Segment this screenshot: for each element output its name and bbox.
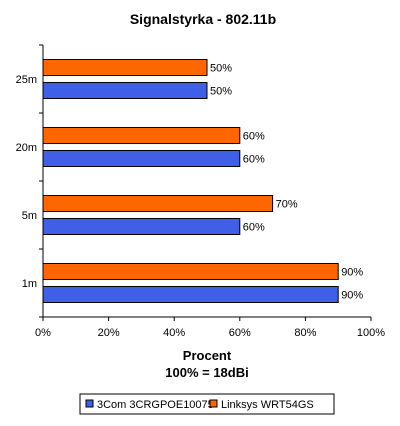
data-label-3com-1m: 90% xyxy=(341,290,363,302)
bar-3com-1m xyxy=(42,286,339,303)
y-tick-label-5m: 5m xyxy=(22,210,37,222)
bar-3com-5m xyxy=(42,218,241,235)
x-tick-label-80: 80% xyxy=(294,327,316,339)
x-axis-sublabel: 100% = 18dBi xyxy=(165,365,248,380)
bar-3com-25m xyxy=(42,82,208,99)
legend: 3Com 3CRGPOE10075 Linksys WRT54GS xyxy=(79,393,335,415)
chart-title: Signalstyrka - 802.11b xyxy=(130,11,276,27)
x-tick-label-100: 100% xyxy=(357,327,385,339)
data-label-linksys-20m: 60% xyxy=(243,131,265,143)
axes-group: 25m 20m 5m 1m 0% 20% 40% 60% 80% 100% xyxy=(16,44,385,339)
x-axis-label: Procent xyxy=(183,348,232,363)
data-label-3com-20m: 60% xyxy=(243,154,265,166)
data-label-linksys-5m: 70% xyxy=(276,199,298,211)
x-tick-label-40: 40% xyxy=(163,327,185,339)
data-label-3com-5m: 60% xyxy=(243,222,265,234)
y-tick-label-20m: 20m xyxy=(16,142,37,154)
legend-swatch-linksys xyxy=(209,399,218,408)
data-labels-group: 50% 50% 60% 60% 70% 60% 90% 90% xyxy=(210,63,363,302)
x-tick-label-20: 20% xyxy=(98,327,120,339)
x-tick-label-0: 0% xyxy=(35,327,51,339)
bar-linksys-20m xyxy=(42,127,241,144)
y-tick-label-1m: 1m xyxy=(22,278,37,290)
legend-label-3com: 3Com 3CRGPOE10075 xyxy=(97,399,214,411)
bar-3com-20m xyxy=(42,150,241,167)
bar-linksys-25m xyxy=(42,59,208,76)
data-label-linksys-25m: 50% xyxy=(210,63,232,75)
bar-linksys-5m xyxy=(42,195,274,212)
data-label-linksys-1m: 90% xyxy=(341,267,363,279)
bar-linksys-1m xyxy=(42,263,339,280)
legend-swatch-3com xyxy=(85,399,94,408)
legend-box xyxy=(79,393,335,415)
legend-label-linksys: Linksys WRT54GS xyxy=(221,399,314,411)
data-label-3com-25m: 50% xyxy=(210,86,232,98)
y-tick-label-25m: 25m xyxy=(16,74,37,86)
x-tick-label-60: 60% xyxy=(229,327,251,339)
